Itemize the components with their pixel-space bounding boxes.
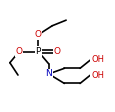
Text: OH: OH [90, 71, 103, 80]
Text: O: O [34, 30, 41, 39]
Text: OH: OH [90, 55, 103, 64]
Text: P: P [35, 47, 41, 56]
Text: N: N [45, 69, 52, 78]
Text: O: O [53, 47, 60, 56]
Text: O: O [16, 47, 22, 56]
